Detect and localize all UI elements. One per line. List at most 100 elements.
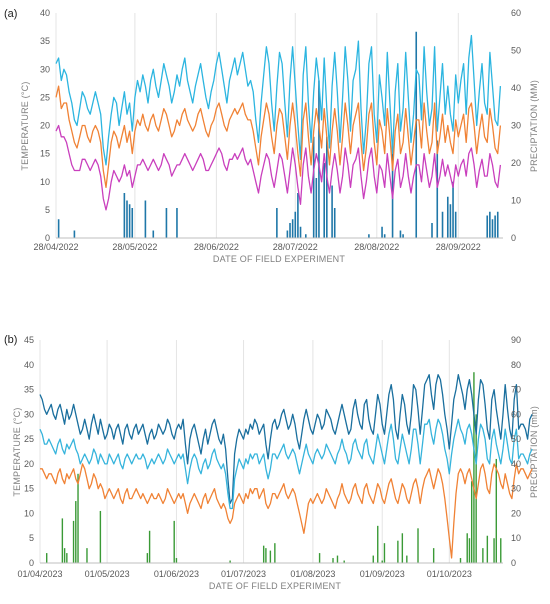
x-tick-label-4: 28/07/2022 — [273, 242, 318, 252]
precip-bar-43 — [494, 215, 496, 238]
precip-bar-23 — [372, 555, 374, 563]
panel-a-label: (a) — [4, 8, 17, 20]
panel-a-y2-axis-title: PRECIPTATION (MM) — [529, 80, 539, 172]
y2-tick-label-8: 70 — [511, 385, 521, 395]
precip-bar-34 — [436, 140, 439, 238]
x-tick-label-6: 01/09/2023 — [360, 569, 405, 579]
precip-bar-32 — [459, 558, 462, 563]
precip-bar-15 — [262, 545, 265, 563]
precip-bar-3 — [63, 548, 66, 563]
precip-bar-17 — [299, 226, 302, 238]
precip-bar-37 — [475, 414, 477, 563]
precip-bar-23 — [326, 136, 328, 238]
panel-b-label: (b) — [4, 334, 17, 346]
precip-bar-15 — [294, 211, 297, 238]
precip-bar-13 — [175, 558, 178, 563]
precip-bar-37 — [449, 204, 452, 238]
precip-bar-21 — [318, 80, 320, 238]
precip-bar-33 — [466, 533, 468, 563]
panel-b-y2-tick-labels: 0 10 20 30 40 50 60 70 80 90 — [511, 335, 521, 568]
precip-bar-2 — [61, 518, 64, 563]
panel-a-gridlines — [55, 13, 459, 238]
precip-bar-38 — [452, 181, 454, 238]
precip-bar-8 — [152, 230, 155, 238]
precip-bar-4 — [126, 200, 128, 238]
precip-bar-34 — [468, 538, 471, 563]
min-temperature-line — [55, 124, 502, 211]
y2-tick-label-5: 40 — [511, 83, 521, 93]
y2-tick-label-4: 30 — [511, 484, 521, 494]
x-tick-label-6: 28/09/2022 — [436, 242, 481, 252]
y-tick-label-6: 25 — [24, 434, 34, 444]
precip-bar-2 — [73, 230, 76, 238]
panel-b-gridlines — [39, 340, 450, 563]
precip-bar-31 — [432, 548, 435, 563]
precip-bar-22 — [343, 560, 345, 563]
precip-bar-28 — [401, 533, 404, 563]
panel-b: (b) TEMPERATURE (°C) PRECIPTATION (mm) D… — [4, 334, 539, 591]
precip-bar-29 — [406, 555, 408, 563]
y2-tick-label-9: 80 — [511, 360, 521, 370]
x-tick-label-2: 28/05/2022 — [112, 242, 157, 252]
precip-bar-3 — [123, 193, 126, 238]
precip-bar-26 — [383, 543, 386, 563]
panel-a-temperature-lines — [55, 34, 502, 211]
panel-b-y2-axis-title: PRECIPTATION (mm) — [529, 406, 539, 498]
precip-bar-12 — [173, 520, 175, 563]
precip-bar-1 — [57, 219, 60, 238]
precip-bar-11 — [148, 530, 151, 563]
precip-bar-42 — [491, 219, 494, 238]
precip-bar-35 — [441, 211, 444, 238]
panel-a-x-axis-title: DATE OF FIELD EXPERIMENT — [213, 254, 345, 264]
precip-bar-20 — [332, 558, 334, 563]
precip-bar-10 — [146, 553, 149, 563]
y-tick-label-2: 5 — [29, 533, 34, 543]
y2-tick-label-6: 50 — [511, 434, 521, 444]
y-tick-label-7: 30 — [40, 64, 50, 74]
y2-tick-label-4: 30 — [511, 121, 521, 131]
x-tick-label-1: 01/04/2023 — [17, 569, 62, 579]
y2-tick-label-1: 0 — [511, 558, 516, 568]
precip-bar-41 — [495, 458, 497, 563]
precip-bar-9 — [165, 208, 168, 238]
precip-bar-20 — [315, 178, 318, 238]
x-tick-label-4: 01/07/2023 — [221, 569, 266, 579]
precip-bar-24 — [377, 525, 379, 563]
y-tick-label-8: 35 — [24, 385, 34, 395]
y-tick-label-4: 15 — [24, 484, 34, 494]
precip-bar-9 — [99, 510, 102, 563]
precip-bar-35 — [470, 481, 473, 563]
precip-bar-19 — [318, 553, 321, 563]
y-tick-label-9: 40 — [40, 8, 50, 18]
precip-bar-5 — [72, 520, 75, 563]
panel-a-y-tick-labels: 0 5 10 15 20 25 30 35 40 — [40, 8, 50, 243]
precip-bar-4 — [66, 553, 68, 563]
x-tick-label-3: 28/06/2022 — [194, 242, 239, 252]
precip-bar-6 — [75, 501, 77, 563]
precip-bar-42 — [500, 538, 502, 563]
precip-bar-7 — [77, 473, 79, 563]
precip-bar-5 — [128, 204, 131, 238]
x-tick-label-2: 01/05/2023 — [85, 569, 130, 579]
panel-a-precip-bars — [57, 31, 499, 238]
precip-bar-40 — [486, 215, 489, 238]
y-tick-label-4: 15 — [40, 149, 50, 159]
y2-tick-label-2: 10 — [511, 533, 521, 543]
precip-bar-14 — [229, 560, 231, 563]
precip-bar-31 — [402, 234, 404, 238]
precip-bar-12 — [286, 230, 289, 238]
max-temperature-line — [55, 34, 502, 166]
precip-bar-22 — [323, 163, 325, 238]
precip-bar-6 — [131, 208, 134, 238]
precip-bar-28 — [383, 234, 386, 238]
panel-b-y-axis-title: TEMPERATURE (°C) — [12, 407, 22, 496]
y-tick-label-2: 5 — [45, 205, 50, 215]
y2-tick-label-7: 60 — [511, 409, 521, 419]
precip-bar-8 — [86, 548, 88, 563]
panel-b-y-tick-labels: 0 5 10 15 20 25 30 35 40 45 — [24, 335, 34, 568]
precip-bar-7 — [144, 200, 147, 238]
y-tick-label-3: 10 — [40, 177, 50, 187]
precip-bar-41 — [489, 211, 491, 238]
x-tick-label-3: 01/06/2023 — [154, 569, 199, 579]
